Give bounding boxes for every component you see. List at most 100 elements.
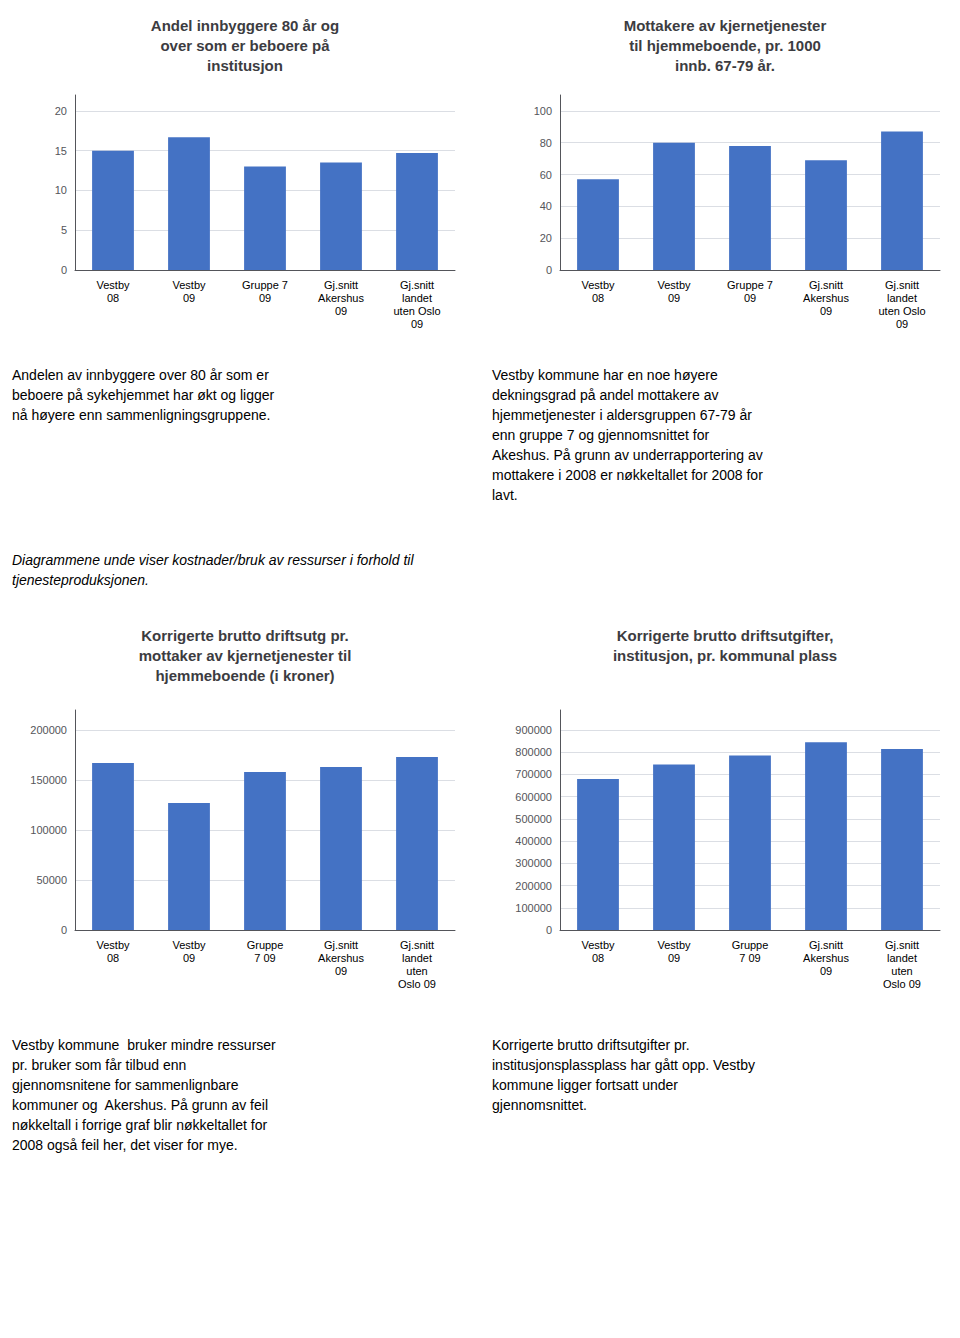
svg-text:landet: landet xyxy=(402,952,432,964)
svg-text:institusjon: institusjon xyxy=(207,57,283,74)
svg-text:Mottakere av kjernetjenester: Mottakere av kjernetjenester xyxy=(624,17,827,34)
svg-text:0: 0 xyxy=(61,924,67,936)
svg-text:lavt.: lavt. xyxy=(492,487,518,503)
svg-text:Diagrammene unde viser kostnad: Diagrammene unde viser kostnader/bruk av… xyxy=(12,552,414,568)
svg-text:15: 15 xyxy=(55,145,67,157)
svg-text:09: 09 xyxy=(411,318,423,330)
svg-text:uten Oslo: uten Oslo xyxy=(878,305,925,317)
svg-text:Vestby kommune bruker mindre: Vestby kommune bruker mindre ressurser xyxy=(12,1037,276,1053)
svg-text:Gj.snitt: Gj.snitt xyxy=(885,939,919,951)
svg-text:institusjonsplassplass har gåt: institusjonsplassplass har gått opp. Ves… xyxy=(492,1057,755,1073)
svg-text:landet: landet xyxy=(887,952,917,964)
svg-text:Gj.snitt: Gj.snitt xyxy=(324,279,358,291)
svg-text:7 09: 7 09 xyxy=(739,952,760,964)
svg-text:09: 09 xyxy=(335,965,347,977)
svg-text:uten: uten xyxy=(891,965,912,977)
svg-text:uten: uten xyxy=(406,965,427,977)
svg-text:Andel innbyggere 80 år og: Andel innbyggere 80 år og xyxy=(151,17,339,34)
svg-text:Gj.snitt: Gj.snitt xyxy=(885,279,919,291)
svg-text:til hjemmeboende, pr. 1000: til hjemmeboende, pr. 1000 xyxy=(629,37,821,54)
svg-text:Vestby kommune har en noe høye: Vestby kommune har en noe høyere xyxy=(492,367,718,383)
svg-text:Oslo 09: Oslo 09 xyxy=(883,978,921,990)
svg-text:Gj.snitt: Gj.snitt xyxy=(809,939,843,951)
svg-text:Vestby: Vestby xyxy=(581,279,615,291)
svg-text:40: 40 xyxy=(540,200,552,212)
svg-text:Akershus: Akershus xyxy=(803,292,849,304)
svg-text:dekningsgrad på andel mottaker: dekningsgrad på andel mottakere av xyxy=(492,387,718,403)
svg-text:Akershus: Akershus xyxy=(318,952,364,964)
svg-text:09: 09 xyxy=(820,305,832,317)
svg-text:80: 80 xyxy=(540,137,552,149)
svg-text:Gruppe: Gruppe xyxy=(247,939,284,951)
svg-text:gjennomsnittet.: gjennomsnittet. xyxy=(492,1097,587,1113)
svg-text:Akershus: Akershus xyxy=(803,952,849,964)
svg-text:Vestby: Vestby xyxy=(657,939,691,951)
svg-text:09: 09 xyxy=(744,292,756,304)
svg-text:pr. bruker som får tilbud enn: pr. bruker som får tilbud enn xyxy=(12,1057,186,1073)
svg-text:Vestby: Vestby xyxy=(657,279,691,291)
svg-text:innb. 67-79 år.: innb. 67-79 år. xyxy=(675,57,775,74)
svg-text:20: 20 xyxy=(55,105,67,117)
svg-text:Akeshus. På grunn av underrapp: Akeshus. På grunn av underrapportering a… xyxy=(492,447,763,463)
svg-text:Vestby: Vestby xyxy=(172,279,206,291)
svg-text:mottakere i 2008 er nøkkeltall: mottakere i 2008 er nøkkeltallet for 200… xyxy=(492,467,763,483)
svg-text:60: 60 xyxy=(540,169,552,181)
svg-text:150000: 150000 xyxy=(30,774,67,786)
svg-text:0: 0 xyxy=(61,264,67,276)
svg-text:2008 også feil her, det viser: 2008 også feil her, det viser for mye. xyxy=(12,1137,238,1153)
svg-text:Vestby: Vestby xyxy=(96,939,130,951)
svg-text:Korrigerte brutto driftsutg pr: Korrigerte brutto driftsutg pr. xyxy=(141,627,349,644)
svg-text:nøkkeltall i forrige graf blir: nøkkeltall i forrige graf blir nøkkeltal… xyxy=(12,1117,268,1133)
svg-text:gjennomsnitene for sammenlignb: gjennomsnitene for sammenlignbare xyxy=(12,1077,239,1093)
svg-text:mottaker av kjernetjenester ti: mottaker av kjernetjenester til xyxy=(139,647,352,664)
svg-text:800000: 800000 xyxy=(515,746,552,758)
svg-text:Gruppe 7: Gruppe 7 xyxy=(242,279,288,291)
svg-text:500000: 500000 xyxy=(515,813,552,825)
svg-text:landet: landet xyxy=(402,292,432,304)
svg-text:tjenesteproduksjonen.: tjenesteproduksjonen. xyxy=(12,572,149,588)
svg-text:09: 09 xyxy=(668,952,680,964)
svg-text:09: 09 xyxy=(183,292,195,304)
svg-text:100000: 100000 xyxy=(515,902,552,914)
svg-text:Korrigerte brutto driftsutgift: Korrigerte brutto driftsutgifter, xyxy=(617,627,834,644)
svg-text:09: 09 xyxy=(896,318,908,330)
svg-text:20: 20 xyxy=(540,232,552,244)
svg-text:Gj.snitt: Gj.snitt xyxy=(400,279,434,291)
svg-text:Gj.snitt: Gj.snitt xyxy=(324,939,358,951)
svg-text:200000: 200000 xyxy=(30,724,67,736)
svg-text:10: 10 xyxy=(55,184,67,196)
svg-text:300000: 300000 xyxy=(515,857,552,869)
svg-text:Gruppe 7: Gruppe 7 xyxy=(727,279,773,291)
svg-text:08: 08 xyxy=(592,952,604,964)
svg-text:400000: 400000 xyxy=(515,835,552,847)
svg-text:5: 5 xyxy=(61,224,67,236)
svg-text:uten Oslo: uten Oslo xyxy=(393,305,440,317)
svg-text:08: 08 xyxy=(107,292,119,304)
svg-text:08: 08 xyxy=(107,952,119,964)
svg-text:over som er beboere på: over som er beboere på xyxy=(160,37,330,54)
svg-text:09: 09 xyxy=(820,965,832,977)
svg-text:Vestby: Vestby xyxy=(581,939,615,951)
svg-text:Vestby: Vestby xyxy=(96,279,130,291)
svg-text:Oslo 09: Oslo 09 xyxy=(398,978,436,990)
svg-text:08: 08 xyxy=(592,292,604,304)
svg-text:Gj.snitt: Gj.snitt xyxy=(809,279,843,291)
svg-text:Vestby: Vestby xyxy=(172,939,206,951)
svg-text:09: 09 xyxy=(183,952,195,964)
svg-text:Gruppe: Gruppe xyxy=(732,939,769,951)
svg-text:beboere på sykehjemmet har økt: beboere på sykehjemmet har økt og ligger xyxy=(12,387,275,403)
svg-text:hjemmeboende (i kroner): hjemmeboende (i kroner) xyxy=(155,667,334,684)
svg-text:100: 100 xyxy=(534,105,552,117)
svg-text:100000: 100000 xyxy=(30,824,67,836)
svg-text:kommuner og Akershus. På grun: kommuner og Akershus. På grunn av feil xyxy=(12,1097,268,1113)
svg-text:600000: 600000 xyxy=(515,791,552,803)
svg-text:0: 0 xyxy=(546,264,552,276)
svg-text:landet: landet xyxy=(887,292,917,304)
svg-text:hjemmetjenester i aldersgruppe: hjemmetjenester i aldersgruppen 67-79 år xyxy=(492,407,752,423)
svg-text:7 09: 7 09 xyxy=(254,952,275,964)
svg-text:enn gruppe 7 og gjennomsnittet: enn gruppe 7 og gjennomsnittet for xyxy=(492,427,709,443)
svg-text:institusjon, pr. kommunal plas: institusjon, pr. kommunal plass xyxy=(613,647,837,664)
svg-text:09: 09 xyxy=(668,292,680,304)
svg-text:nå høyere enn sammenligningsgr: nå høyere enn sammenligningsgruppene. xyxy=(12,407,270,423)
svg-text:900000: 900000 xyxy=(515,724,552,736)
